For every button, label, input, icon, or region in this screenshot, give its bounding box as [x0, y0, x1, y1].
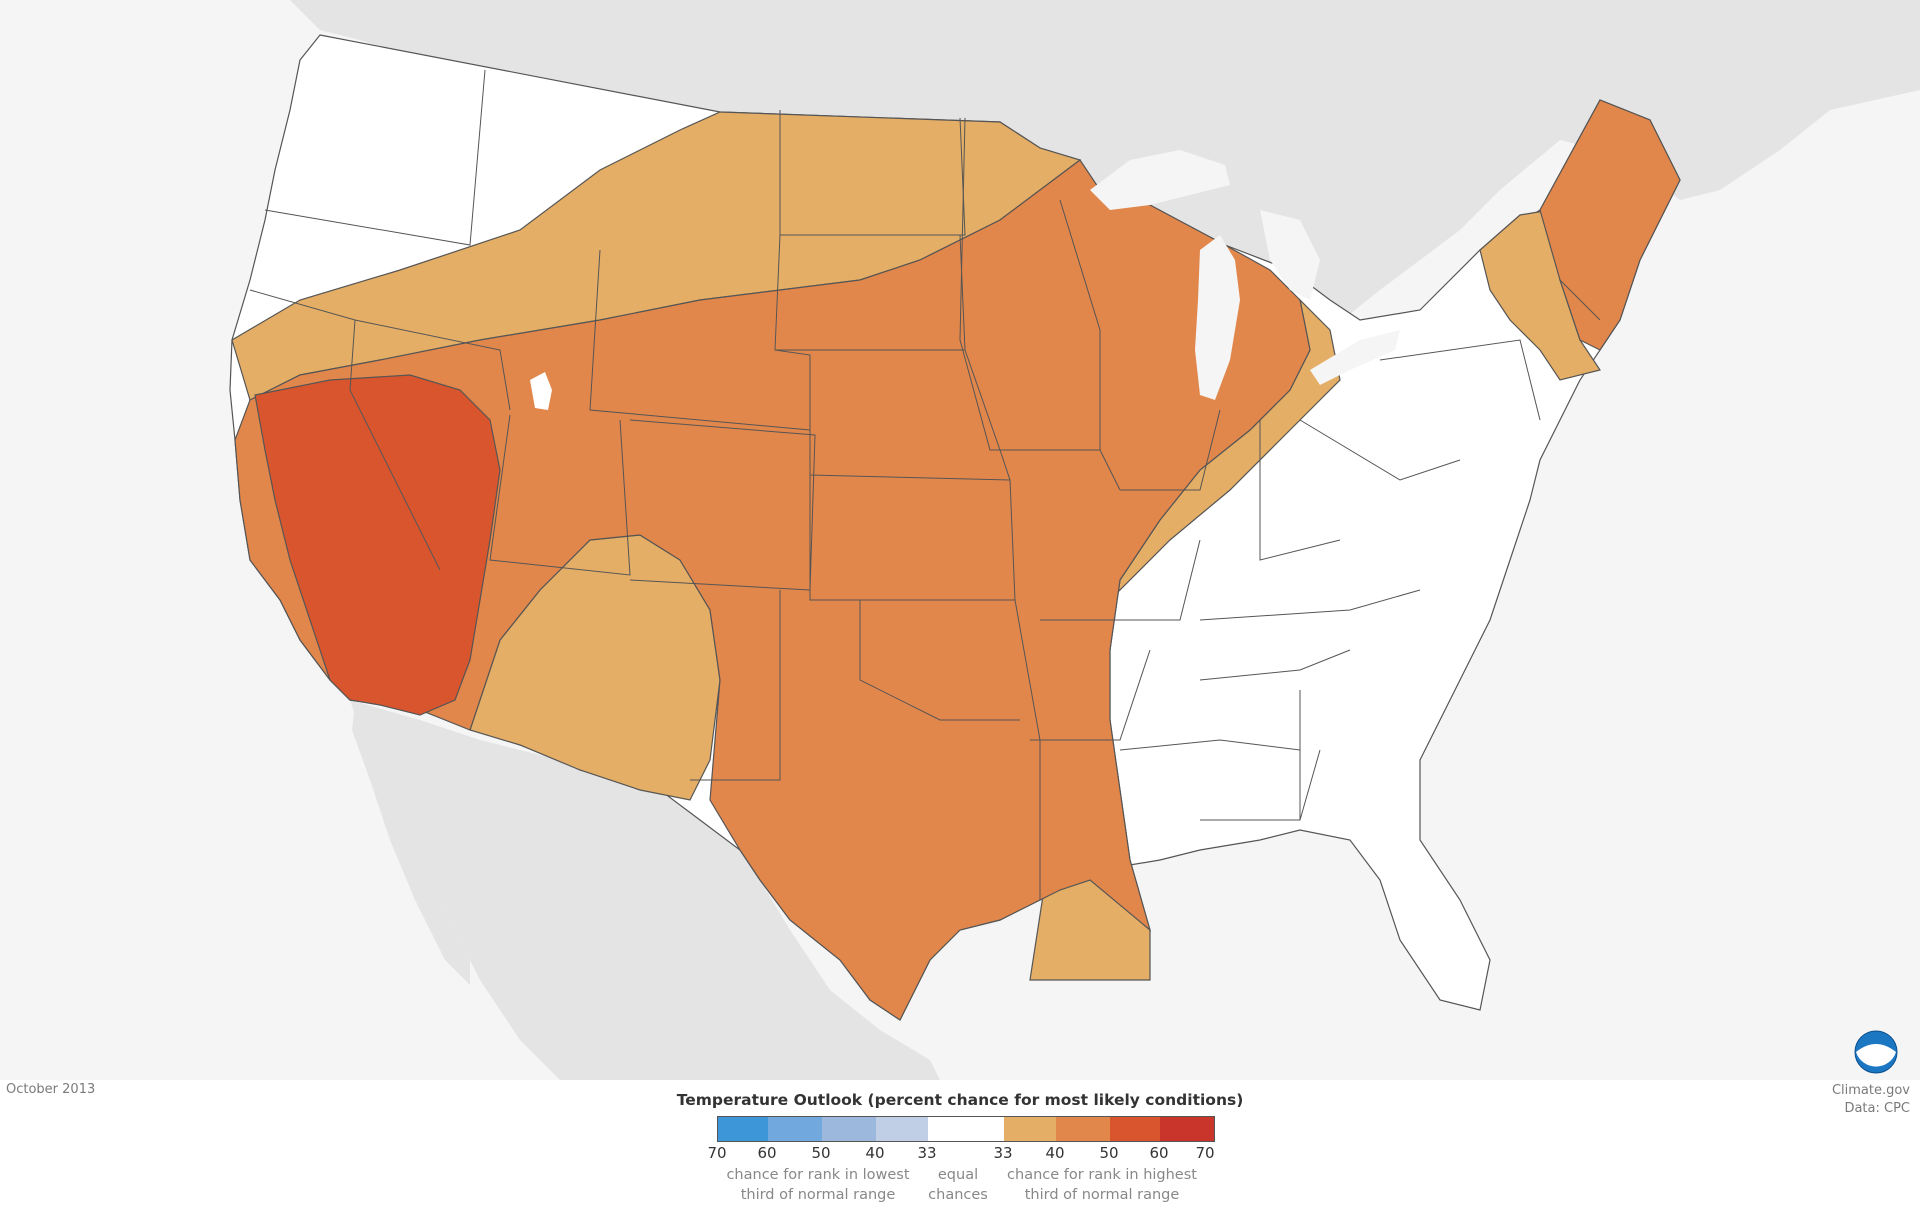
legend-swatch-below-33-40 [876, 1117, 928, 1141]
legend-swatch-equal [928, 1117, 1004, 1141]
legend-note-below-line2: third of normal range [740, 1187, 896, 1203]
legend-tick: 50 [1099, 1144, 1119, 1162]
mexico-land [350, 700, 940, 1080]
state-boundaries [249, 69, 1601, 900]
legend-swatch-above-40-50 [1056, 1117, 1110, 1141]
lake-erie [1310, 330, 1400, 385]
credit-line2: Data: CPC [1844, 1101, 1910, 1116]
legend-tick: 70 [1195, 1144, 1215, 1162]
legend-note-equal-line1: equal [937, 1167, 979, 1183]
legend-tick: 60 [1149, 1144, 1169, 1162]
legend-note-below: chance for rank in lowest third of norma… [726, 1165, 909, 1205]
legend-swatch-below-40-50 [822, 1117, 876, 1141]
legend-note-equal-line2: chances [928, 1187, 988, 1203]
legend-note-above: chance for rank in highest third of norm… [1007, 1165, 1197, 1205]
noaa-logo [1854, 1030, 1898, 1074]
legend-swatch-above-60-70 [1160, 1117, 1214, 1141]
great-salt-lake [530, 372, 552, 410]
footer-date: October 2013 [6, 1082, 96, 1097]
legend-swatch-below-50-60 [768, 1117, 822, 1141]
legend-note-above-line2: third of normal range [1024, 1187, 1180, 1203]
lake-michigan [1195, 235, 1240, 400]
legend-tick: 60 [757, 1144, 777, 1162]
legend-note-equal: equal chances [928, 1165, 988, 1205]
legend-title: Temperature Outlook (percent chance for … [676, 1091, 1244, 1109]
outlook-map [229, 0, 1920, 1080]
baja-land [352, 705, 470, 985]
legend-tick: 40 [1045, 1144, 1065, 1162]
credit-line1: Climate.gov [1831, 1083, 1910, 1098]
credit: Climate.gov Data: CPC [1832, 1082, 1910, 1118]
legend-swatch-above-33-40 [1004, 1117, 1056, 1141]
legend-note-above-line1: chance for rank in highest [1007, 1167, 1197, 1183]
lake-superior [1090, 150, 1230, 210]
legend-note-below-line1: chance for rank in lowest [726, 1167, 910, 1183]
lake-huron [1260, 210, 1320, 300]
above-40-new-england [1539, 99, 1681, 351]
legend-tick: 40 [865, 1144, 885, 1162]
legend-bar [717, 1116, 1215, 1142]
legend-tick: 33 [993, 1144, 1013, 1162]
legend-swatch-below-60-70 [718, 1117, 768, 1141]
legend-tick: 70 [707, 1144, 727, 1162]
above-50-great-basin [254, 374, 501, 716]
legend-tick: 33 [917, 1144, 937, 1162]
legend-swatch-above-50-60 [1110, 1117, 1160, 1141]
legend-tick: 50 [811, 1144, 831, 1162]
